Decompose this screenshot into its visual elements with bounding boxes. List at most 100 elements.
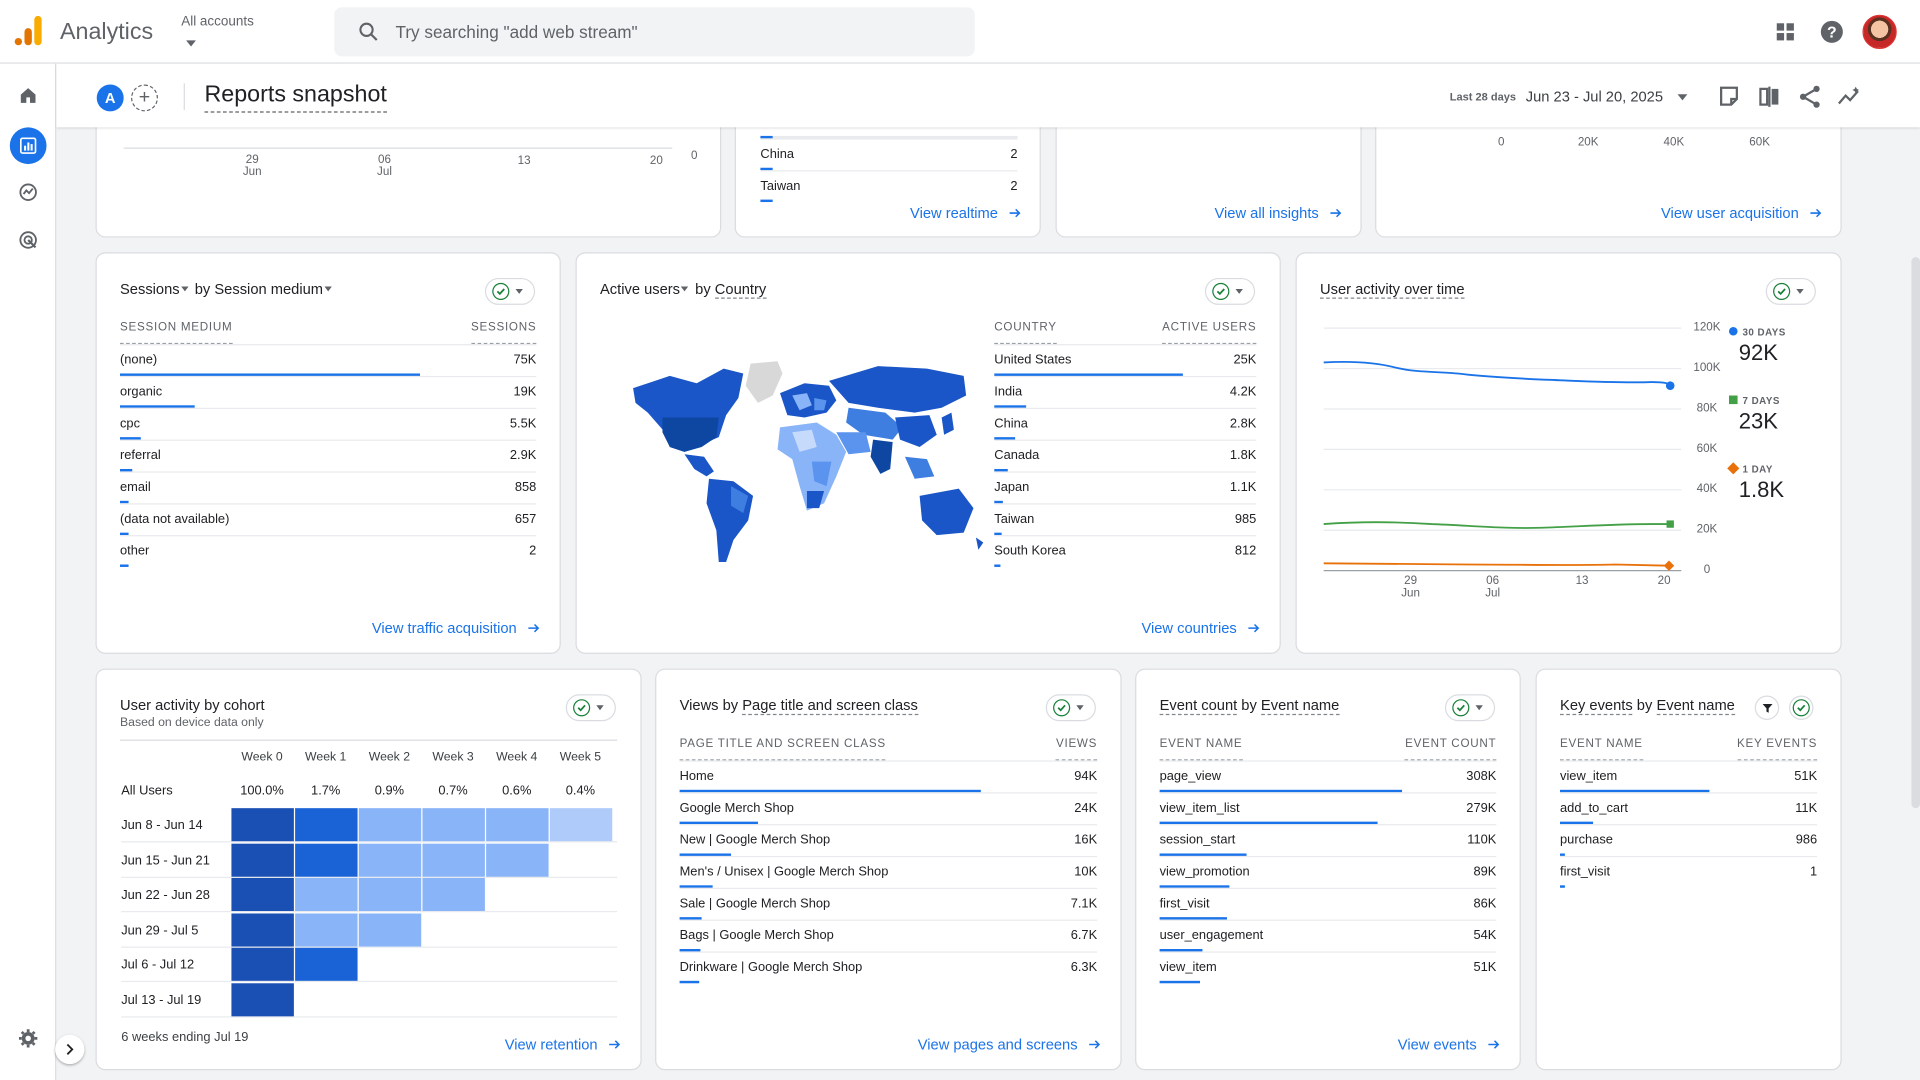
advertising-icon[interactable] [12, 224, 44, 256]
cohort-cell[interactable] [231, 877, 294, 912]
row-value: 75K [513, 352, 537, 368]
row-value: 19K [513, 384, 537, 400]
compare-icon[interactable] [1756, 83, 1783, 110]
view-pages-link[interactable]: View pages and screens [918, 1036, 1102, 1053]
table-row: referral 2.9K [120, 439, 537, 472]
cohort-cell[interactable] [231, 808, 294, 842]
x-tick-label: 40K [1663, 135, 1685, 150]
filter-button[interactable] [1754, 695, 1780, 721]
row-label: first_visit [1159, 896, 1210, 912]
metric-selector[interactable]: Active users [600, 280, 691, 298]
status-check-button[interactable] [1788, 695, 1814, 721]
value-bar [120, 373, 420, 376]
view-events-link[interactable]: View events [1398, 1036, 1501, 1053]
view-insights-link[interactable]: View all insights [1215, 204, 1344, 222]
card-options-button[interactable] [565, 694, 616, 722]
cohort-cell[interactable] [358, 808, 422, 842]
cohort-cell[interactable] [358, 843, 422, 877]
admin-gear-icon[interactable] [12, 1022, 44, 1054]
link-label: View retention [504, 1035, 598, 1054]
cohort-cell[interactable] [231, 843, 294, 877]
date-range-picker[interactable]: Last 28 days Jun 23 - Jul 20, 2025 [1450, 88, 1688, 105]
row-label: Sale | Google Merch Shop [679, 896, 831, 912]
cohort-cell[interactable] [295, 843, 358, 877]
account-selector[interactable]: All accounts [181, 15, 254, 47]
check-circle-icon [1212, 282, 1230, 301]
card-options-button[interactable] [1045, 694, 1096, 722]
page-title[interactable]: Reports snapshot [204, 82, 387, 113]
cohort-cell[interactable] [549, 808, 613, 842]
cohort-cell[interactable] [486, 808, 549, 842]
card-title: Key events by Event name [1560, 696, 1735, 716]
add-comparison-button[interactable]: + [131, 84, 158, 112]
series-7-days-line [1323, 521, 1671, 529]
row-label: email [120, 480, 151, 495]
apps-grid-icon[interactable] [1771, 17, 1800, 46]
help-icon[interactable]: ? [1817, 17, 1846, 46]
cohort-cell[interactable] [295, 877, 358, 912]
view-realtime-link[interactable]: View realtime [910, 204, 1022, 222]
cohort-cell[interactable] [231, 947, 294, 981]
dimension-label[interactable]: Country [714, 280, 767, 299]
row-label: cpc [120, 416, 141, 432]
series-1-day-line [1323, 562, 1671, 567]
dimension-label[interactable]: Event name [1260, 696, 1340, 716]
divider [121, 876, 618, 878]
expand-nav-button[interactable] [55, 1034, 85, 1065]
cohort-cell[interactable] [422, 843, 485, 877]
value-bar [1560, 821, 1594, 825]
property-badge[interactable]: A [96, 84, 124, 112]
cohort-cell[interactable] [231, 912, 294, 946]
view-user-acquisition-link[interactable]: View user acquisition [1661, 204, 1823, 222]
dimension-label[interactable]: Page title and screen class [742, 696, 918, 716]
cohort-cell[interactable] [358, 912, 422, 946]
search-input[interactable] [395, 17, 935, 47]
cohort-all-users-value: 100.0% [240, 783, 284, 799]
cohort-cell[interactable] [422, 877, 485, 912]
metric-label[interactable]: Event count [1159, 696, 1238, 716]
table-row: view_item_list 279K [1159, 792, 1497, 825]
key-events-table: EVENT NAME KEY EVENTS view_item 51K add_to_… [1560, 736, 1818, 888]
view-traffic-acquisition-link[interactable]: View traffic acquisition [372, 620, 541, 637]
search-bar[interactable] [334, 7, 975, 57]
metric-selector[interactable]: Sessions [120, 280, 191, 298]
dimension-selector[interactable]: Session medium [214, 280, 334, 298]
metric-label[interactable]: Key events [1560, 696, 1633, 716]
check-circle-icon [1773, 282, 1791, 301]
view-retention-link[interactable]: View retention [505, 1036, 622, 1053]
table-row: Home 94K [679, 760, 1098, 793]
cohort-cell[interactable] [422, 808, 485, 842]
scrollbar[interactable] [1911, 257, 1920, 809]
cohort-week-header: Week 2 [368, 750, 411, 765]
cohort-cell[interactable] [358, 877, 422, 912]
cohort-row-label: Jun 8 - Jun 14 [121, 817, 203, 833]
home-icon[interactable] [12, 80, 44, 112]
card-options-button[interactable] [484, 277, 536, 305]
row-label: Taiwan [760, 178, 801, 194]
table-row: view_item 51K [1159, 951, 1497, 984]
cohort-cell[interactable] [295, 912, 358, 946]
card-options-button[interactable] [1444, 694, 1496, 722]
world-map[interactable] [621, 359, 988, 567]
card-title-label[interactable]: User activity over time [1320, 280, 1465, 299]
table-row: organic 19K [120, 375, 537, 408]
table-row: New | Google Merch Shop 16K [679, 824, 1098, 856]
x-tick-label: 13 [1565, 575, 1599, 588]
reports-icon[interactable] [9, 127, 47, 165]
chevron-down-icon [1677, 93, 1688, 100]
edit-report-icon[interactable] [1716, 83, 1743, 110]
view-countries-link[interactable]: View countries [1141, 620, 1261, 637]
cohort-cell[interactable] [486, 843, 549, 877]
card-options-button[interactable] [1765, 277, 1816, 305]
avatar[interactable] [1862, 14, 1897, 49]
share-icon[interactable] [1796, 83, 1823, 110]
cohort-cell[interactable] [295, 947, 358, 981]
dimension-label[interactable]: Event name [1656, 696, 1735, 716]
cohort-cell[interactable] [295, 808, 358, 842]
card-options-button[interactable] [1204, 277, 1256, 305]
cohort-cell[interactable] [231, 982, 294, 1016]
analytics-logo[interactable] [14, 15, 44, 46]
explore-icon[interactable] [12, 176, 44, 208]
insights-icon[interactable] [1836, 83, 1863, 110]
legend-key: 7 DAYS [1742, 395, 1780, 407]
